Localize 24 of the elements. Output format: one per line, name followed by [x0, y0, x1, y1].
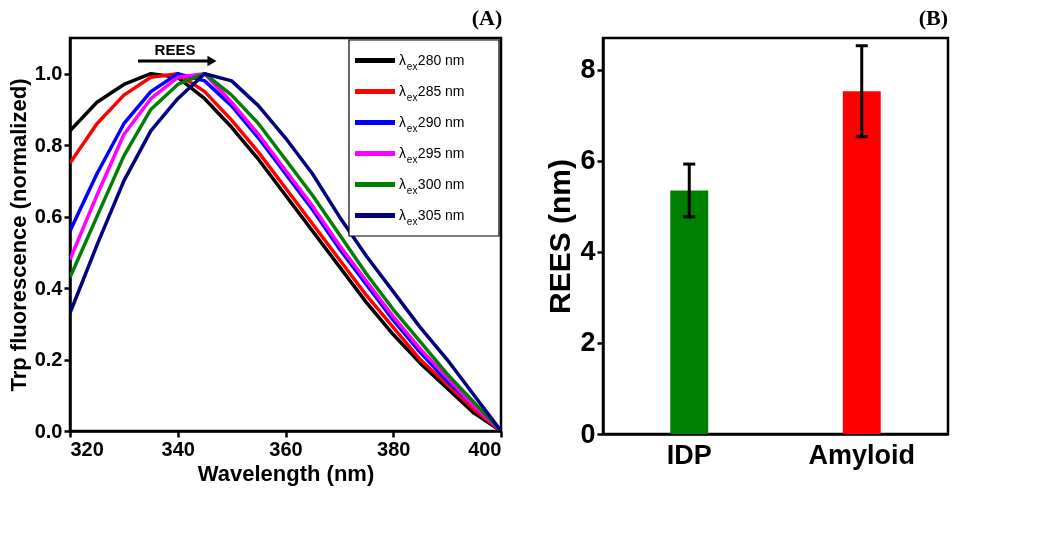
x-tick-label: 380 [377, 437, 411, 460]
y-axis-title: Trp fluorescence (normalized) [5, 78, 31, 392]
y-tick-label: 0.4 [34, 276, 64, 299]
chart-title: (A) [471, 5, 503, 30]
y-tick-label: 0.6 [34, 205, 63, 228]
y-tick-label: 6 [580, 145, 596, 176]
x-tick-label: 320 [70, 437, 104, 460]
y-tick-label: 2 [580, 327, 596, 358]
y-tick-label: 0.2 [34, 348, 63, 371]
x-tick-label: IDP [666, 439, 712, 470]
x-tick-label: 400 [468, 437, 502, 460]
y-axis-title: REES (nm) [543, 158, 577, 315]
y-tick-label: 0.0 [34, 419, 63, 442]
x-tick-label: 340 [161, 437, 195, 460]
y-tick-label: 4 [580, 236, 596, 267]
y-tick-label: 0.8 [34, 133, 63, 156]
y-tick-label: 8 [580, 54, 596, 85]
y-tick-label: 0 [580, 418, 596, 449]
x-tick-label: Amyloid [808, 439, 916, 470]
annotation: REES [154, 41, 196, 58]
y-tick-label: 1.0 [34, 62, 63, 85]
x-axis-title: Wavelength (nm) [197, 460, 375, 486]
x-tick-label: 360 [269, 437, 303, 460]
chart-title: (B) [918, 5, 948, 30]
